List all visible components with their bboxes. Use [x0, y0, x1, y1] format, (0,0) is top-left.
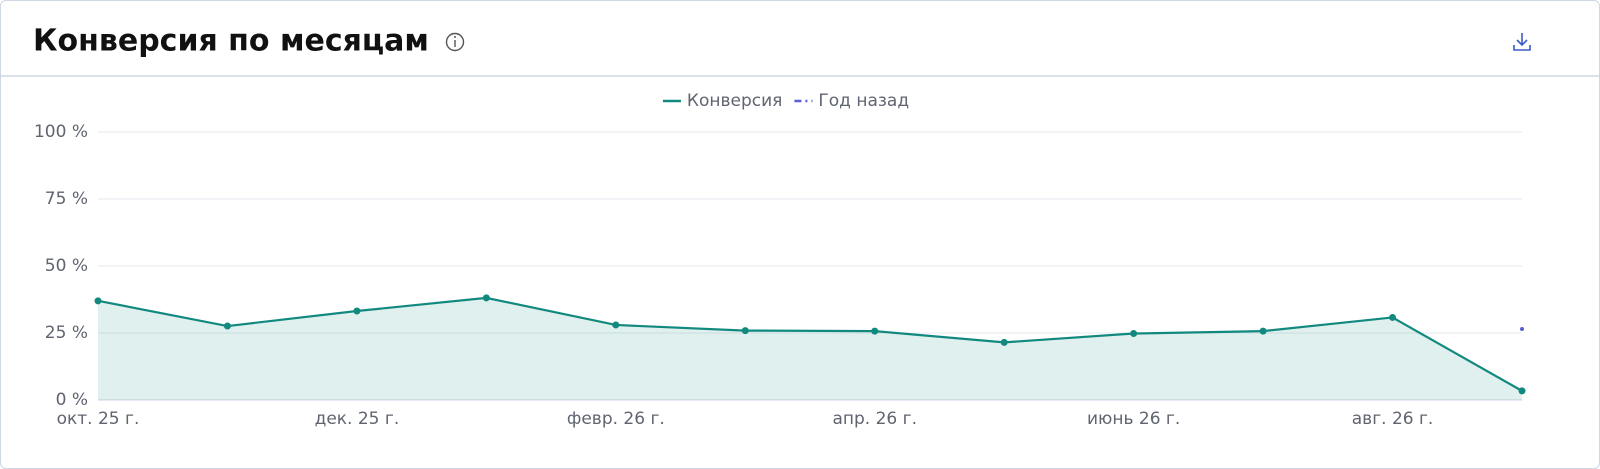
point — [1389, 313, 1397, 321]
point — [612, 321, 620, 329]
point — [1259, 327, 1267, 335]
point — [741, 327, 749, 335]
point — [871, 327, 879, 335]
chart-title: Конверсия по месяцам — [33, 24, 429, 59]
point — [482, 294, 490, 302]
point — [1520, 326, 1524, 331]
point — [353, 307, 361, 315]
x-tick-label: февр. 26 г. — [567, 409, 665, 429]
point — [1518, 387, 1526, 395]
download-icon[interactable] — [1513, 33, 1531, 51]
area — [98, 297, 1522, 400]
y-tick-label: 0 % — [56, 390, 88, 410]
y-tick-label: 75 % — [45, 189, 88, 209]
y-tick-label: 50 % — [45, 256, 88, 276]
x-tick-label: дек. 25 г. — [315, 409, 400, 429]
x-tick-label: июнь 26 г. — [1087, 409, 1180, 429]
line — [97, 296, 1523, 392]
legend-item: Год назад — [794, 91, 909, 111]
point — [223, 322, 231, 330]
point — [94, 297, 102, 305]
x-tick-label: апр. 26 г. — [832, 409, 917, 429]
legend-label: Год назад — [818, 91, 909, 111]
legend-label: Конверсия — [687, 91, 782, 111]
x-tick-label: окт. 25 г. — [57, 409, 140, 429]
y-tick-label: 100 % — [34, 122, 88, 142]
point — [1000, 338, 1008, 346]
x-tick-label: авг. 26 г. — [1352, 409, 1434, 429]
point — [1130, 330, 1138, 338]
y-tick-label: 25 % — [45, 323, 88, 343]
legend-item: Конверсия — [662, 91, 782, 111]
info-icon[interactable] — [445, 32, 465, 52]
